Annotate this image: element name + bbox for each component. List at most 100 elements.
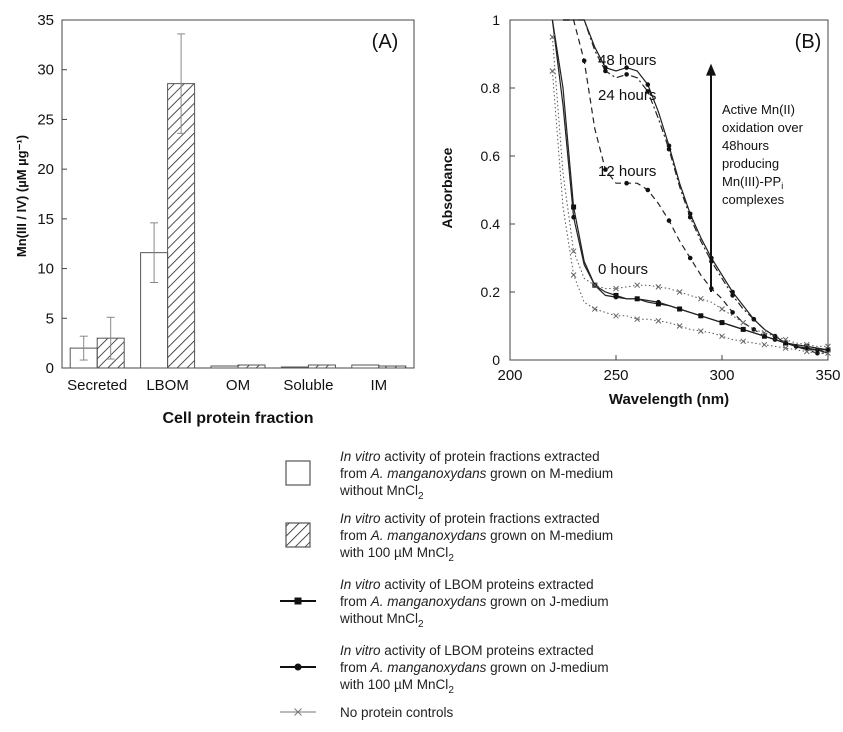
legend-text: from A. manganoxydans grown on M-medium [340,466,613,481]
data-point-cross [761,329,768,336]
x-tick-label: Soluble [283,377,333,394]
legend-open-box [285,460,311,486]
y-tick-label: 0.2 [481,284,501,300]
data-point-square [783,340,789,346]
data-point-cross [803,348,810,355]
y-tick-label: 10 [37,261,54,278]
panel-b-y-ticks: 0 0.2 0.4 0.6 0.8 1 [481,12,515,368]
legend-text-run: from [340,528,371,543]
data-point-cross [613,312,619,319]
legend-text-run: grown on J-medium [486,594,608,609]
series-line [551,19,829,351]
data-point-cross [591,306,598,312]
x-tick-label: OM [226,377,250,394]
data-point-square [825,347,831,353]
data-point-square [698,313,704,319]
x-tick-label: 200 [497,367,522,384]
data-point-circle [603,65,608,70]
data-point-circle [581,58,587,64]
legend: In vitro activity of protein fractions e… [280,449,613,720]
x-tick-label: LBOM [146,377,189,394]
data-point-circle [624,72,629,77]
panel-b-label: (B) [795,31,822,53]
bar-hatched [237,364,266,369]
y-tick-label: 20 [37,161,54,178]
legend-subscript: 2 [448,685,454,696]
data-point-cross [719,333,725,340]
arrow-note-subscript: i [781,181,783,191]
data-point-cross [697,295,704,302]
panel-a-x-ticks: Secreted LBOM OM Soluble IM [67,377,387,394]
data-point-cross [676,289,683,295]
data-point-cross [782,345,789,351]
data-point-circle [624,65,629,70]
data-point-cross [634,282,641,289]
legend-text: with 100 µM MnCl2 [339,677,454,696]
y-tick-label: 0 [46,360,54,377]
legend-text: without MnCl2 [339,611,424,630]
panel-a-label: (A) [372,31,399,53]
data-point-cross [697,328,704,334]
legend-text-run: activity of protein fractions extracted [381,511,600,526]
arrow-note: Active Mn(II) oxidation over 48hours pro… [722,102,804,207]
arrow-note-line-3: 48hours [722,138,769,153]
bar-open [210,365,239,369]
data-point-circle [815,350,820,356]
panel-a-y-axis-label: Mn(III / IV) (µM µg⁻¹) [14,135,29,257]
legend-subscript: 2 [448,553,454,564]
x-tick-label: IM [370,377,387,394]
data-point-square [719,320,725,326]
arrow-head [706,63,716,76]
bar-hatched [378,365,407,369]
data-point-circle [751,327,757,332]
data-point-circle [730,310,735,315]
data-point-circle [772,333,778,339]
data-point-cross [570,272,577,278]
legend-circle-marker [294,663,302,671]
legend-text-run: activity of protein fractions extracted [381,449,600,464]
data-point-circle [603,68,608,74]
data-point-cross [719,306,725,312]
data-point-circle [624,180,629,186]
data-point-circle [687,214,693,220]
legend-text-run: In vitro [340,643,381,658]
data-point-cross [676,323,683,329]
data-point-cross [825,350,831,357]
legend-text: In vitro activity of LBOM proteins extra… [340,577,594,592]
legend-text: from A. manganoxydans grown on J-medium [340,594,609,609]
legend-text-run: In vitro [340,511,381,526]
panel-b-x-ticks: 200 250 300 350 [497,355,841,384]
legend-text: from A. manganoxydans grown on J-medium [340,660,609,675]
legend-text-run: without MnCl [339,483,418,498]
data-point-cross [549,68,556,74]
legend-cross-marker [294,708,302,716]
data-point-square [571,204,577,210]
panel-a-x-axis-label: Cell protein fraction [162,410,313,427]
legend-text: from A. manganoxydans grown on M-medium [340,528,613,543]
y-tick-label: 30 [37,62,54,79]
data-point-circle [645,82,651,87]
data-point-circle [687,255,693,261]
panel-b-frame [509,19,829,361]
legend-text-run: In vitro [340,449,381,464]
annotation-0-hours: 0 hours [598,261,648,278]
data-point-square [655,301,661,307]
data-point-circle [645,89,651,94]
x-tick-label: 300 [709,367,734,384]
legend-text-run: grown on M-medium [486,466,613,481]
arrow-note-line-5-text: Mn(III)-PP [722,174,781,189]
series-line [551,19,828,351]
x-tick-label: 350 [815,367,840,384]
data-point-square [761,333,767,339]
x-tick-label: Secreted [67,377,127,394]
legend-text-run: from [340,660,371,675]
data-point-square [613,292,619,298]
data-point-cross [613,285,619,292]
legend-text: In vitro activity of protein fractions e… [340,511,600,526]
bar-open [351,364,380,369]
legend-text-run: In vitro [340,577,381,592]
data-point-square [634,296,640,302]
panel-a-frame [61,19,415,369]
data-point-square [804,343,810,349]
